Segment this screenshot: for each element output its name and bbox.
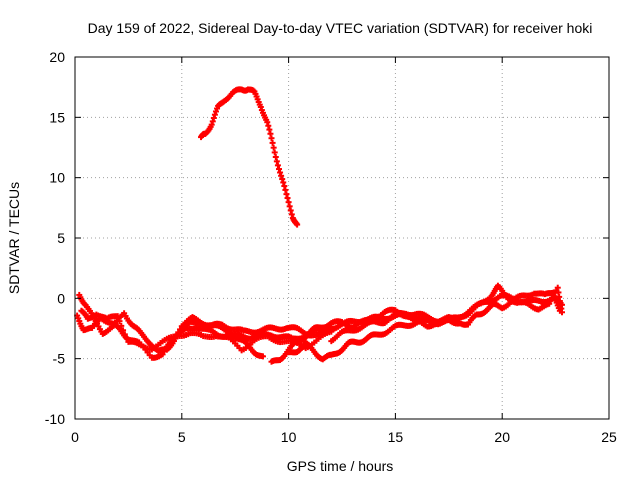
x-tick-label: 20: [494, 429, 510, 445]
y-axis-label: SDTVAR / TECUs: [6, 182, 22, 294]
series-track-6: [328, 289, 563, 345]
y-tick-label: 20: [49, 49, 65, 65]
y-tick-label: -10: [45, 411, 65, 427]
x-tick-label: 15: [388, 429, 404, 445]
data-series: [74, 86, 566, 365]
y-tick-label: 15: [49, 109, 65, 125]
y-tick-label: 10: [49, 170, 65, 186]
y-tick-label: -5: [53, 351, 66, 367]
series-high-arc: [198, 86, 301, 228]
series-track-7: [268, 306, 463, 365]
y-tick-label: 0: [57, 290, 65, 306]
chart-title: Day 159 of 2022, Sidereal Day-to-day VTE…: [88, 20, 593, 36]
axis-ticks: 0 5 10 15 20 25 -10 -5 0 5 10 15 20: [45, 49, 617, 445]
x-tick-label: 0: [71, 429, 79, 445]
x-axis-label: GPS time / hours: [287, 458, 394, 474]
x-tick-label: 5: [178, 429, 186, 445]
x-tick-label: 10: [281, 429, 297, 445]
x-tick-label: 25: [601, 429, 617, 445]
y-tick-label: 5: [57, 230, 65, 246]
